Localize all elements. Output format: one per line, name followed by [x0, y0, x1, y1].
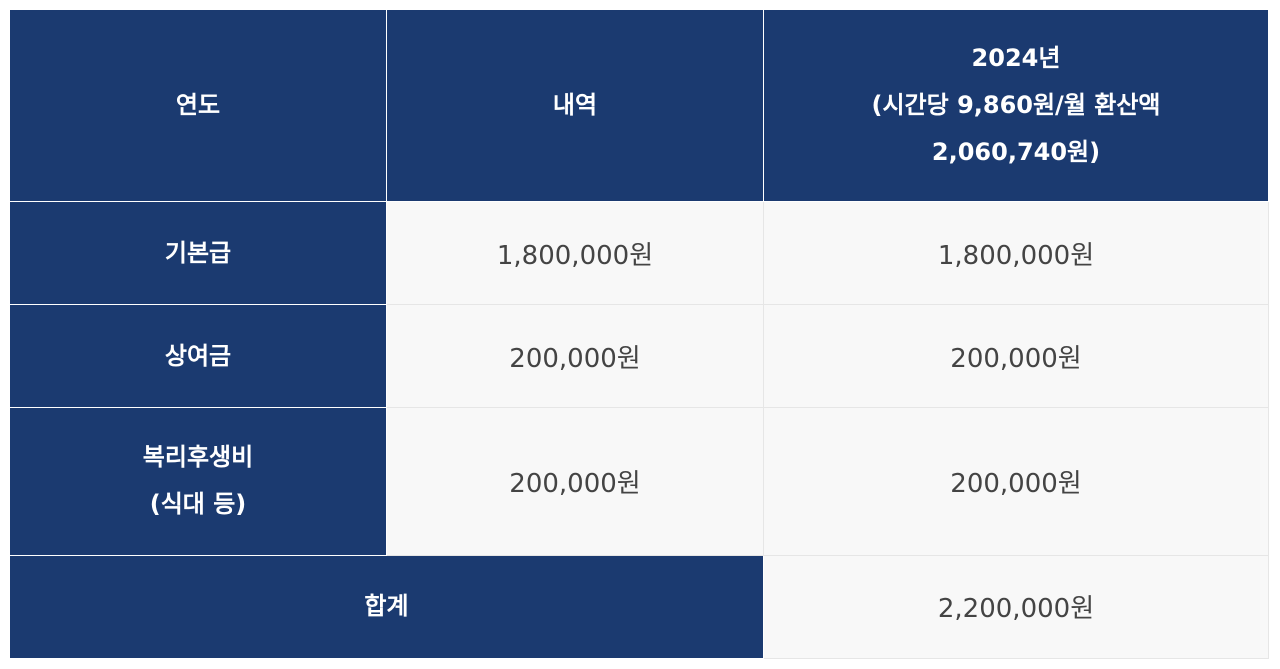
header-year-text: 연도	[175, 91, 221, 120]
salary-table-container: 연도 내역 2024년 (시간당 9,860원/월 환산액 2,060,740원…	[9, 8, 1269, 660]
row-value-2024: 1,800,000원	[763, 201, 1269, 306]
header-2024-line-3: 2,060,740원)	[931, 138, 1101, 167]
row-label-text-line-1: 복리후생비	[142, 443, 254, 472]
row-label-text-line-2: (식대 등)	[149, 490, 247, 519]
row-label-text: 기본급	[164, 238, 232, 267]
table-row: 복리후생비 (식대 등) 200,000원 200,000원	[9, 406, 1269, 556]
row-label-text: 상여금	[164, 341, 232, 370]
row-value-detail: 200,000원	[386, 304, 764, 408]
table-row: 상여금 200,000원 200,000원	[9, 304, 1269, 408]
header-detail-text: 내역	[552, 91, 598, 120]
table-total-row: 합계 2,200,000원	[9, 554, 1269, 660]
row-value-2024: 200,000원	[763, 304, 1269, 408]
header-2024: 2024년 (시간당 9,860원/월 환산액 2,060,740원)	[763, 8, 1269, 203]
row-label-welfare: 복리후생비 (식대 등)	[9, 406, 387, 556]
table-row: 기본급 1,800,000원 1,800,000원	[9, 201, 1269, 306]
header-2024-line-1: 2024년	[971, 44, 1061, 73]
header-year: 연도	[9, 8, 387, 203]
total-value: 2,200,000원	[763, 554, 1269, 660]
header-2024-line-2: (시간당 9,860원/월 환산액	[871, 91, 1161, 120]
row-value-detail: 200,000원	[386, 406, 764, 556]
total-label: 합계	[9, 554, 764, 660]
header-detail: 내역	[386, 8, 764, 203]
table-header-row: 연도 내역 2024년 (시간당 9,860원/월 환산액 2,060,740원…	[9, 8, 1269, 203]
row-value-detail: 1,800,000원	[386, 201, 764, 306]
salary-table: 연도 내역 2024년 (시간당 9,860원/월 환산액 2,060,740원…	[9, 8, 1269, 660]
row-label-base-pay: 기본급	[9, 201, 387, 306]
row-label-bonus: 상여금	[9, 304, 387, 408]
row-value-2024: 200,000원	[763, 406, 1269, 556]
